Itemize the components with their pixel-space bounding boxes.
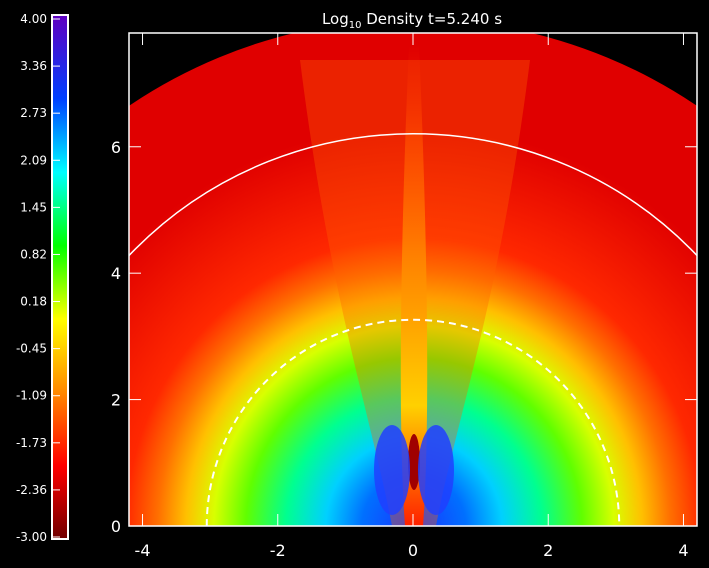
colorbar-tick-label: 2.09 xyxy=(20,153,47,167)
colorbar-tick-label: 1.45 xyxy=(20,200,47,214)
x-axis: -4 -2 0 2 4 xyxy=(135,33,689,560)
colorbar-tick-label: -2.36 xyxy=(16,483,47,497)
y-tick-label: 2 xyxy=(111,391,121,410)
colorbar-labels: 4.00 3.36 2.73 2.09 1.45 0.82 0.18 -0.45 -1.09 -1… xyxy=(16,12,60,544)
jet-knot xyxy=(408,434,420,490)
y-axis: 0 2 4 6 xyxy=(111,138,697,536)
y-tick-label: 6 xyxy=(111,138,121,157)
x-tick-label: -2 xyxy=(270,541,286,560)
colorbar-tick-label: -1.09 xyxy=(16,389,47,403)
y-tick-label: 4 xyxy=(111,264,121,283)
jet-core xyxy=(400,45,428,526)
colorbar-tick-label: 2.73 xyxy=(20,106,47,120)
colorbar-tick-label: -3.00 xyxy=(16,530,47,544)
colorbar: 4.00 3.36 2.73 2.09 1.45 0.82 0.18 -0.45 -1.09 -1… xyxy=(16,12,69,544)
chart-title: Log10 Density t=5.240 s xyxy=(322,10,502,31)
x-tick-label: 2 xyxy=(543,541,553,560)
contour-solid xyxy=(129,133,697,257)
x-tick-label: -4 xyxy=(135,541,151,560)
colorbar-tick-label: 4.00 xyxy=(20,12,47,26)
contour-dashed xyxy=(205,318,621,526)
colorbar-tick-label: -1.73 xyxy=(16,436,47,450)
blue-lobe-left xyxy=(374,425,410,515)
colorbar-tick-label: -0.45 xyxy=(16,342,47,356)
blue-lobe-right xyxy=(418,425,454,515)
colorbar-gradient xyxy=(51,14,69,540)
colorbar-tick-label: 3.36 xyxy=(20,59,47,73)
colorbar-tick-label: 0.18 xyxy=(20,295,47,309)
plot-area xyxy=(129,33,697,526)
x-tick-label: 4 xyxy=(678,541,688,560)
colorbar-tick-label: 0.82 xyxy=(20,247,47,261)
x-tick-label: 0 xyxy=(408,541,418,560)
y-tick-label: 0 xyxy=(111,517,121,536)
